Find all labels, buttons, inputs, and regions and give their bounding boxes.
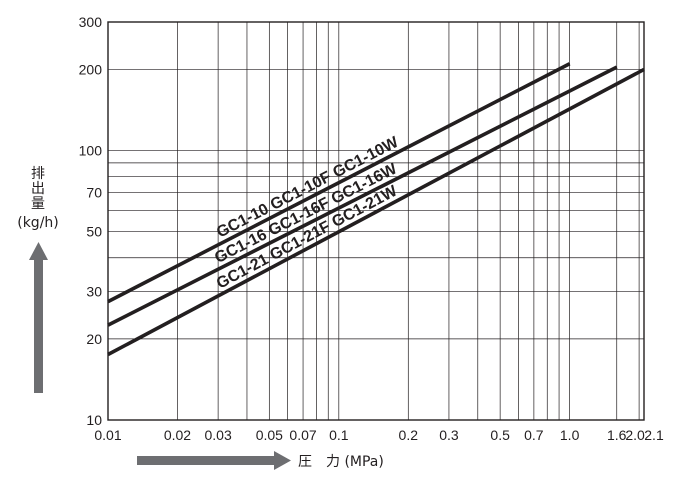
x-tick-label: 0.5 <box>490 427 510 443</box>
x-tick-label: 0.2 <box>399 427 419 443</box>
x-tick-label: 0.01 <box>94 427 121 443</box>
x-tick-label: 0.07 <box>289 427 316 443</box>
y-tick-label: 100 <box>79 143 103 159</box>
y-tick-label: 50 <box>86 224 102 240</box>
series-line-2 <box>107 65 618 327</box>
series-lines <box>107 62 645 357</box>
x-tick-label: 1.0 <box>560 427 580 443</box>
series-line-1 <box>107 62 571 304</box>
plot-frame <box>107 21 645 421</box>
y-axis-title: 排出量 (kg/h) <box>17 166 59 231</box>
x-tick-label: 0.3 <box>439 427 459 443</box>
y-tick-label: 300 <box>79 14 103 30</box>
y-axis-label: 排出量 <box>31 166 45 212</box>
x-axis-label: 圧 力 (MPa) <box>298 454 384 470</box>
y-tick-label: 70 <box>86 184 102 200</box>
y-axis-unit: (kg/h) <box>17 215 59 231</box>
x-tick-label: 0.7 <box>524 427 544 443</box>
x-tick-label: 0.02 <box>164 427 191 443</box>
y-tick-label: 10 <box>86 412 102 428</box>
x-tick-label: 0.1 <box>329 427 349 443</box>
plot-background <box>108 22 644 420</box>
series-line-3 <box>107 67 645 357</box>
x-tick-label: 2.0 <box>625 427 645 443</box>
y-axis-arrow <box>29 242 48 393</box>
y-tick-label: 30 <box>86 283 102 299</box>
x-axis-arrow <box>137 451 291 470</box>
x-tick-label: 1.6 <box>607 427 627 443</box>
x-tick-label: 2.1 <box>644 427 664 443</box>
x-tick-label: 0.05 <box>256 427 283 443</box>
y-tick-labels: 10 20 30 50 70 100 200 300 <box>79 14 103 428</box>
x-tick-label: 0.03 <box>205 427 232 443</box>
y-tick-label: 20 <box>86 331 102 347</box>
x-tick-labels: 0.01 0.02 0.03 0.05 0.07 0.1 0.2 0.3 0.5 0.7 1.0 1.… <box>94 427 664 443</box>
y-tick-label: 200 <box>79 61 103 77</box>
